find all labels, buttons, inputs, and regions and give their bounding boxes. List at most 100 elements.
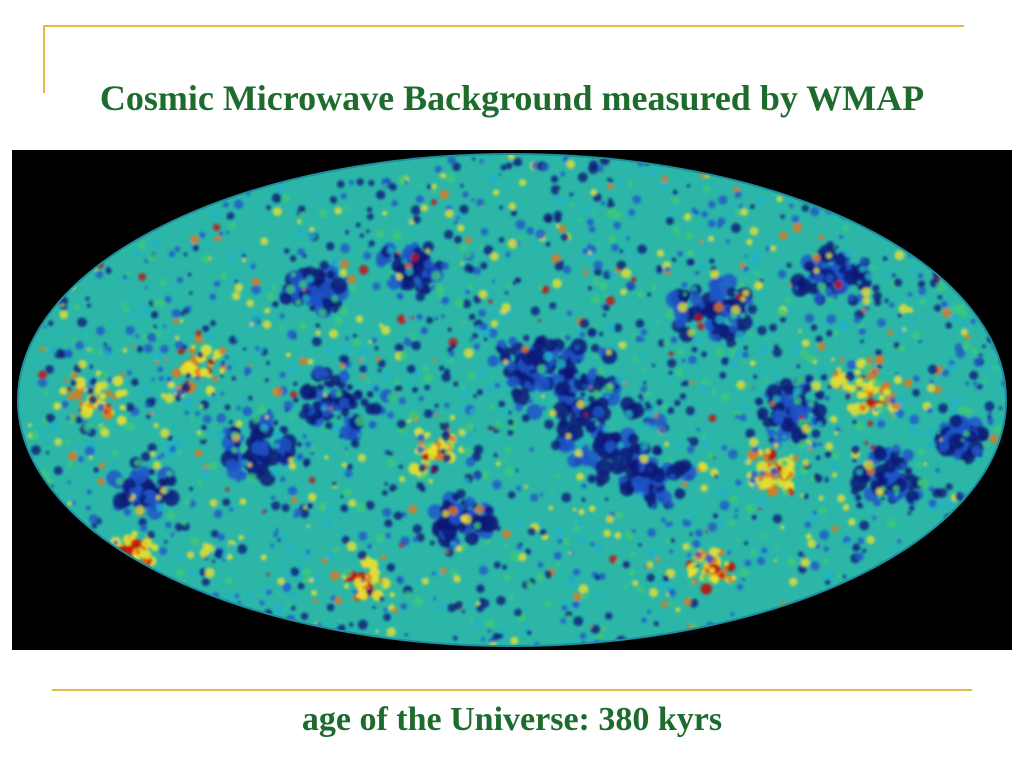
- cmb-spot: [461, 386, 466, 391]
- cmb-spot: [290, 391, 298, 399]
- cmb-spot: [622, 248, 628, 254]
- cmb-spot: [78, 400, 84, 407]
- cmb-spot: [579, 331, 586, 338]
- cmb-spot: [67, 352, 73, 358]
- cmb-spot: [324, 455, 329, 460]
- cmb-spot: [892, 444, 901, 453]
- cmb-spot: [383, 183, 387, 187]
- cmb-spot: [160, 453, 165, 458]
- cmb-spot: [609, 458, 627, 475]
- cmb-spot: [552, 525, 558, 531]
- cmb-spot: [77, 456, 84, 463]
- cmb-spot: [448, 350, 455, 357]
- cmb-spot: [812, 254, 821, 263]
- cmb-spot: [313, 179, 319, 185]
- cmb-spot: [442, 510, 450, 518]
- cmb-spot: [697, 335, 702, 340]
- cmb-spot: [137, 471, 147, 482]
- cmb-spot: [636, 585, 645, 594]
- cmb-spot: [299, 356, 308, 366]
- cmb-spot: [505, 291, 509, 295]
- cmb-spot: [842, 225, 850, 233]
- cmb-spot: [383, 607, 388, 613]
- cmb-spot: [445, 173, 456, 183]
- cmb-spot: [336, 620, 341, 626]
- cmb-spot: [651, 504, 658, 510]
- cmb-spot: [899, 452, 904, 458]
- cmb-spot: [355, 222, 361, 228]
- cmb-spot: [653, 620, 660, 627]
- cmb-spot: [490, 252, 499, 261]
- cmb-spot: [125, 422, 136, 432]
- cmb-spot: [512, 388, 530, 406]
- cmb-spot: [271, 501, 281, 511]
- cmb-spot: [581, 592, 589, 600]
- cmb-spot: [252, 415, 261, 423]
- cmb-spot: [347, 274, 357, 284]
- cmb-spot: [866, 373, 874, 381]
- cmb-spot: [428, 478, 434, 484]
- cmb-spot: [276, 184, 287, 195]
- cmb-spot: [573, 519, 578, 524]
- cmb-spot: [465, 236, 472, 244]
- cmb-spot: [461, 609, 465, 613]
- cmb-spot: [227, 253, 236, 262]
- cmb-spot: [544, 600, 552, 608]
- cmb-spot: [508, 411, 512, 415]
- cmb-sky-map: [12, 150, 1012, 650]
- cmb-spot: [648, 498, 653, 502]
- cmb-spot: [279, 292, 293, 305]
- cmb-spot: [811, 407, 820, 416]
- cmb-spot: [319, 181, 323, 184]
- cmb-spot: [550, 185, 561, 195]
- cmb-spot: [711, 388, 718, 395]
- cmb-spot: [590, 542, 595, 547]
- cmb-spot: [462, 191, 469, 198]
- cmb-spot: [143, 343, 153, 353]
- cmb-spot: [425, 248, 430, 254]
- cmb-spot: [593, 322, 599, 327]
- cmb-spot: [556, 359, 566, 369]
- cmb-spot: [373, 581, 384, 591]
- cmb-spot: [265, 378, 269, 383]
- cmb-spot: [212, 559, 216, 564]
- cmb-spot: [664, 441, 670, 447]
- cmb-spot: [101, 349, 110, 358]
- cmb-spot: [561, 604, 568, 611]
- cmb-spot: [893, 342, 901, 349]
- cmb-spot: [818, 442, 823, 447]
- cmb-spot: [859, 520, 870, 531]
- cmb-spot: [705, 309, 716, 320]
- cmb-spot: [789, 577, 798, 587]
- cmb-spot: [982, 378, 987, 383]
- cmb-spot: [796, 375, 805, 384]
- cmb-spot: [590, 189, 597, 196]
- cmb-spot: [649, 168, 657, 177]
- cmb-spot: [464, 531, 479, 546]
- cmb-spot: [553, 401, 571, 420]
- cmb-spot: [457, 522, 467, 532]
- cmb-spot: [170, 330, 176, 336]
- cmb-spot: [480, 262, 488, 270]
- cmb-spot: [84, 446, 95, 457]
- cmb-spot: [730, 223, 741, 233]
- cmb-spot: [889, 302, 895, 308]
- cmb-spot: [325, 345, 335, 355]
- cmb-spot: [855, 552, 864, 561]
- cmb-spot: [216, 413, 227, 424]
- cmb-spot: [243, 347, 247, 351]
- cmb-spot: [826, 253, 832, 259]
- cmb-spot: [647, 292, 652, 297]
- cmb-spot: [498, 173, 502, 176]
- cmb-spot: [154, 360, 159, 365]
- cmb-spot: [483, 337, 488, 341]
- cmb-spot: [212, 223, 221, 232]
- cmb-spot: [818, 495, 824, 501]
- cmb-spot: [249, 322, 254, 327]
- cmb-spot: [602, 313, 607, 317]
- cmb-spot: [825, 579, 831, 585]
- cmb-spot: [309, 226, 315, 232]
- cmb-spot: [992, 364, 998, 370]
- cmb-spot: [437, 602, 447, 612]
- cmb-spot: [818, 234, 825, 241]
